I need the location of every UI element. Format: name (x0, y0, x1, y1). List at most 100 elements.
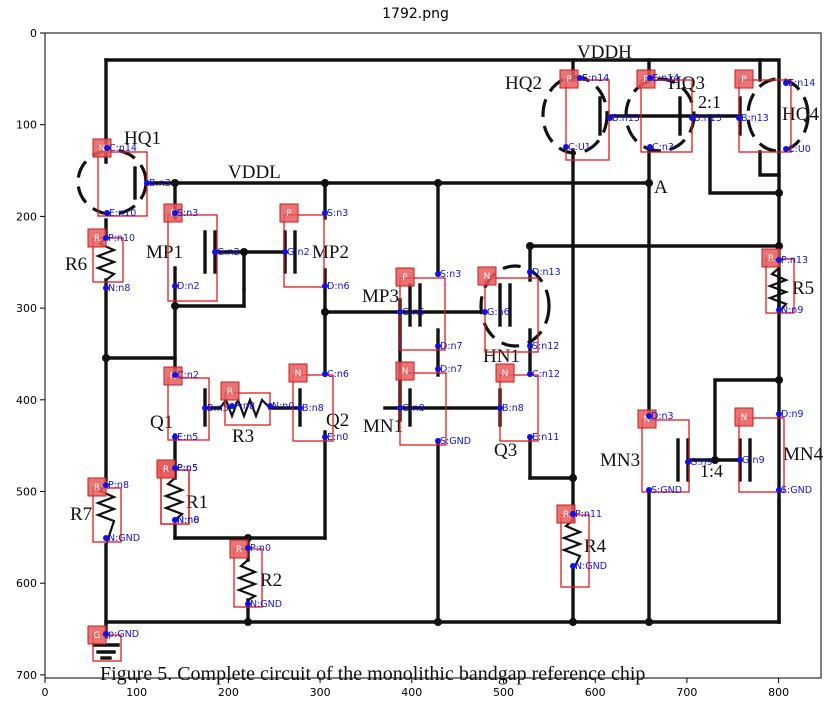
figure-caption: Figure 5. Complete circuit of the monoli… (100, 663, 645, 685)
component-type-label: R (236, 545, 242, 555)
component-annotation: R P:n8 N:GND (87, 477, 140, 544)
pin-dot (607, 115, 613, 121)
ratio-1-4-label: 1:4 (700, 461, 723, 481)
component-type-label: P (566, 75, 572, 85)
component-annotation: PS:n3G:n2D:n2 (163, 203, 240, 302)
x-tick-label: 700 (676, 686, 697, 699)
pin-label: B:n13 (741, 113, 769, 124)
component-annotation: NC:n2B:n5E:n5 (163, 366, 229, 443)
component-type-badge (92, 138, 112, 158)
x-tick-label: 200 (218, 686, 239, 699)
hq3-label: HQ3 (668, 73, 705, 94)
component-type-label: G (94, 631, 101, 641)
component-type-badge (279, 203, 299, 223)
y-tick-label: 600 (16, 577, 37, 590)
pin-dot (647, 75, 653, 81)
pin-dot (776, 487, 782, 493)
y-tick-label: 400 (16, 394, 37, 407)
component-annotations: NC:n14B:n3E:n10RP:n10N:n8PS:n3G:n2D:n2PS… (87, 69, 815, 662)
pin-label: S:GND (781, 485, 812, 496)
component-annotation: N D:n13 G:n6 S:n12 (477, 266, 561, 353)
component-type-label: N (484, 272, 491, 282)
pin-label: G:n8 (402, 403, 425, 414)
component-annotation: R P:n5 N:n0 (156, 459, 199, 526)
pin-label: D:n2 (177, 281, 200, 292)
pin-label: N:GND (575, 561, 607, 572)
pin-label: D:n9 (781, 409, 804, 420)
pin-label: C:n6 (327, 369, 349, 380)
y-tick-label: 200 (16, 210, 37, 223)
component-type-label: R (563, 510, 569, 520)
component-type-badge (636, 69, 656, 89)
component-type-label: N (402, 367, 409, 377)
y-tick-label: 500 (16, 486, 37, 499)
pin-dot (172, 517, 178, 523)
transistor-bodies (133, 96, 752, 482)
pin-dot (103, 285, 109, 291)
x-tick-label: 600 (585, 686, 606, 699)
pin-dot (245, 545, 251, 551)
x-tick-label: 500 (493, 686, 514, 699)
hq1-label: HQ1 (124, 128, 161, 149)
y-tick-label: 0 (30, 27, 37, 40)
pin-label: P:n5 (177, 463, 198, 474)
x-tick-label: 0 (42, 686, 49, 699)
component-type-label: P (643, 75, 649, 85)
x-tick-label: 400 (401, 686, 422, 699)
pin-dot (646, 413, 652, 419)
pin-label: P:n13 (781, 255, 808, 266)
r4-label: R4 (584, 536, 607, 557)
component-annotation: R P:n11 N:GND (556, 504, 607, 588)
resistor-zigzags (94, 237, 790, 601)
component-annotation: N D:n7 G:n8 S:GND (395, 361, 471, 447)
pin-dot (482, 309, 488, 315)
x-tick-label: 800 (768, 686, 789, 699)
component-annotation: N C:n12 B:n8 E:n11 (495, 363, 560, 443)
pin-label: G:n2 (287, 247, 310, 258)
pin-dot (322, 434, 328, 440)
pin-label: E:n5 (177, 432, 198, 443)
y-tick-label: 300 (16, 302, 37, 315)
pin-label: G:n9 (742, 455, 765, 466)
pin-dot (322, 283, 328, 289)
component-type-label: N (295, 369, 302, 379)
pin-label: G:n6 (402, 307, 425, 318)
pin-dot (527, 371, 533, 377)
component-type-badge (395, 267, 415, 287)
pin-label: N:n9 (781, 305, 803, 316)
pin-dot (103, 235, 109, 241)
y-tick-label: 100 (16, 119, 37, 132)
pin-label: E:n14 (788, 78, 815, 89)
figure-title: 1792.png (382, 6, 449, 22)
x-tick-label: 100 (126, 686, 147, 699)
pin-dot (245, 601, 251, 607)
pin-label: C:n3 (652, 142, 674, 153)
pin-dot (103, 535, 109, 541)
pin-label: D:n13 (532, 267, 561, 278)
component-type-badge (220, 381, 240, 401)
pin-label: B:n13 (612, 113, 640, 124)
pin-label: N:n8 (177, 515, 199, 526)
pin-dot (103, 482, 109, 488)
component-annotation: P E:n14 B:n13 C:U0 (734, 69, 815, 155)
pin-dot (229, 403, 235, 409)
pin-dot (282, 249, 288, 255)
pin-label: P:n8 (234, 401, 255, 412)
pin-dot (212, 249, 218, 255)
component-bounding-box (641, 419, 690, 493)
q1-label: Q1 (150, 412, 173, 433)
pin-dot (570, 511, 576, 517)
pin-dot (267, 403, 273, 409)
pin-dot (776, 257, 782, 263)
hq4-label: HQ4 (782, 104, 819, 125)
component-annotation: P S:n3 G:n2 D:n6 (279, 203, 350, 292)
pin-label: C:U0 (788, 144, 811, 155)
pin-dot (527, 269, 533, 275)
pin-label: C:U1 (568, 142, 591, 153)
pin-dot (297, 405, 303, 411)
pin-dot (737, 457, 743, 463)
component-type-label: N (644, 415, 651, 425)
pin-dot (435, 343, 441, 349)
pin-label: N:GND (108, 533, 140, 544)
